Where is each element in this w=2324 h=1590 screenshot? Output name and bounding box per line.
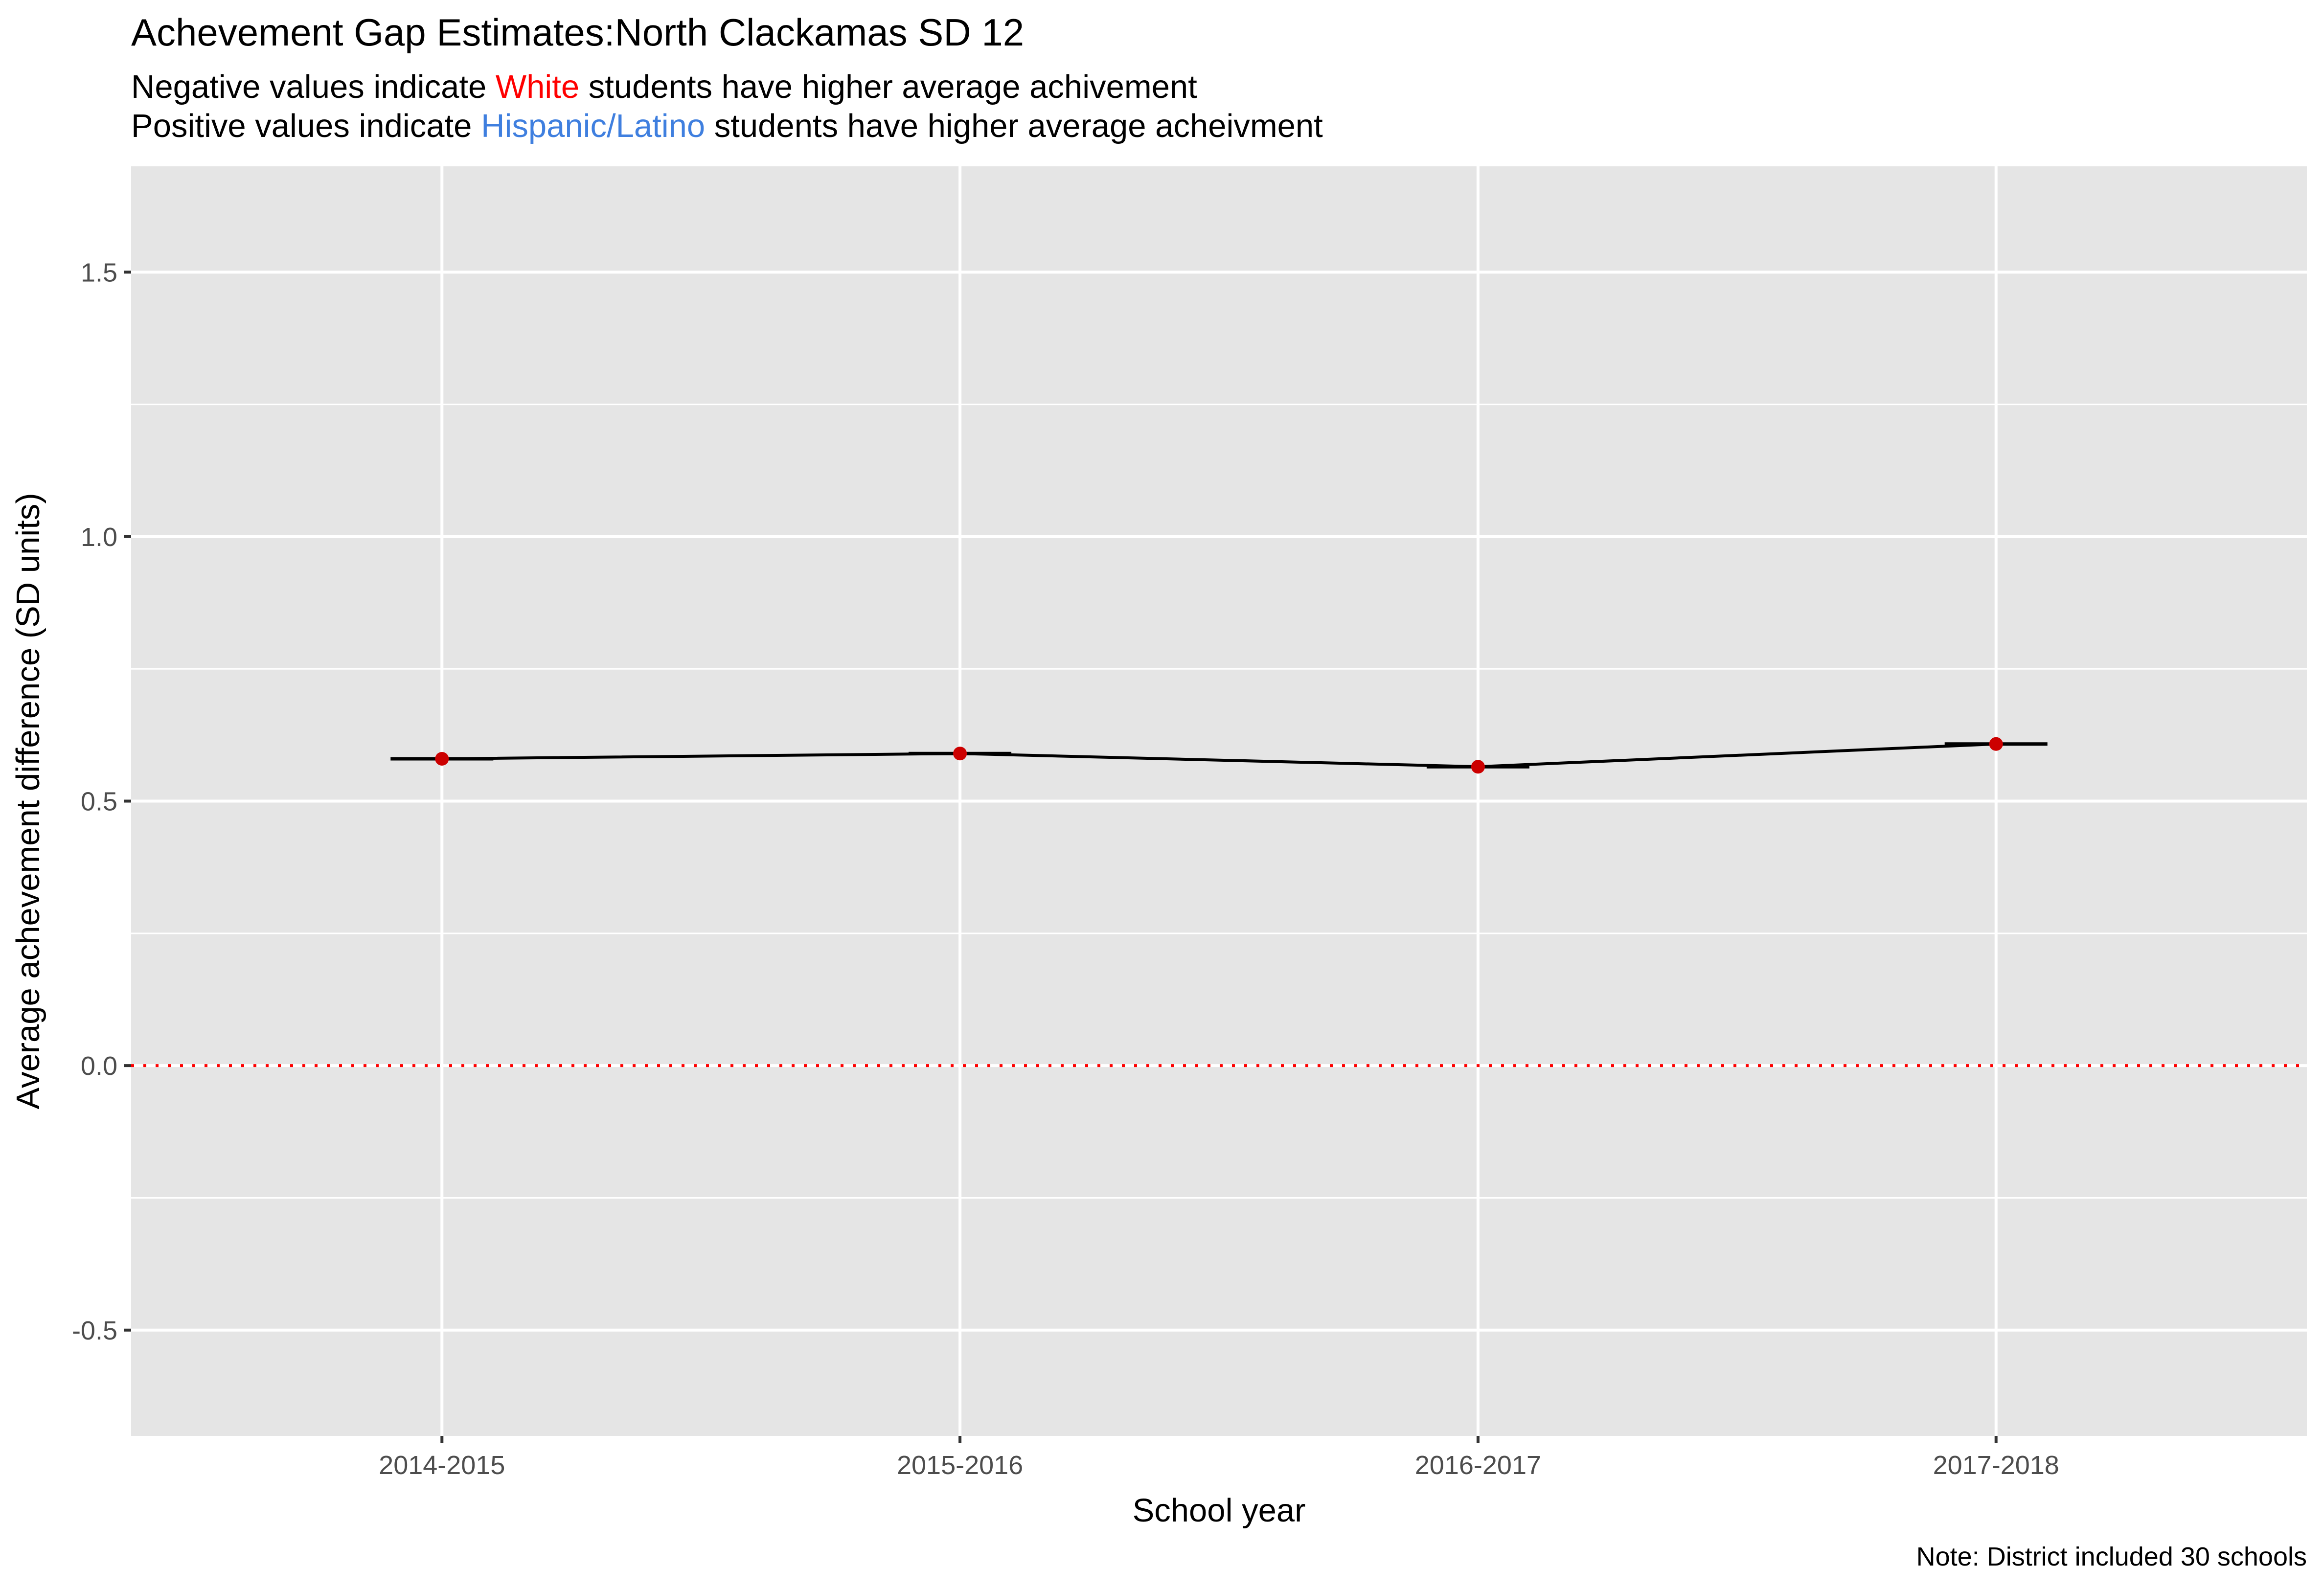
series-group (390, 737, 2048, 774)
x-axis: 2014-2015 2015-2016 2016-2017 2017-2018 (379, 1436, 2059, 1480)
subtitle-segment: Positive values indicate (131, 108, 481, 144)
y-tick-label: 0.0 (81, 1051, 117, 1081)
subtitle-segment: Negative values indicate (131, 68, 496, 105)
y-axis: -0.5 0.0 0.5 1.0 1.5 (72, 258, 131, 1345)
x-tick-label: 2016-2017 (1415, 1451, 1541, 1480)
subtitle-segment: White (496, 68, 579, 105)
chart-subtitle: Negative values indicate White students … (131, 68, 1323, 144)
chart-caption: Note: District included 30 schools (1916, 1542, 2307, 1571)
y-tick-label: 1.0 (81, 522, 117, 552)
x-tick-label: 2014-2015 (379, 1451, 505, 1480)
subtitle-segment: Hispanic/Latino (481, 108, 705, 144)
subtitle-segment: students have higher average acheivment (705, 108, 1323, 144)
major-gridlines (131, 166, 2307, 1436)
x-axis-label: School year (1133, 1492, 1306, 1529)
minor-gridlines (131, 404, 2307, 1199)
y-tick-label: 0.5 (81, 787, 117, 817)
y-tick-label: 1.5 (81, 258, 117, 287)
chart-title: Achevement Gap Estimates:North Clackamas… (131, 11, 1024, 54)
subtitle-segment: students have higher average achivement (579, 68, 1197, 105)
data-point (953, 747, 967, 761)
y-tick-label: -0.5 (72, 1316, 117, 1345)
series-line (442, 742, 1996, 769)
data-point (1989, 737, 2003, 751)
subtitle-line: Negative values indicate White students … (131, 68, 1197, 105)
data-point (435, 752, 449, 766)
x-tick-label: 2017-2018 (1933, 1451, 2059, 1480)
data-point (1471, 760, 1485, 774)
subtitle-line: Positive values indicate Hispanic/Latino… (131, 108, 1323, 144)
x-tick-label: 2015-2016 (897, 1451, 1023, 1480)
y-axis-label: Average achevement difference (SD units) (10, 493, 46, 1109)
